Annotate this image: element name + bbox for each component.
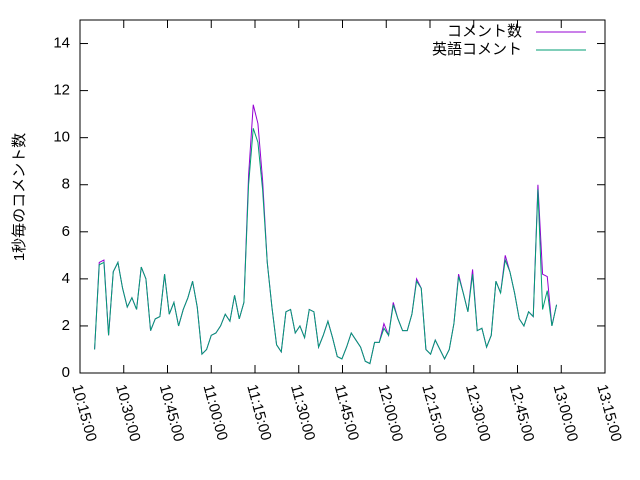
y-tick-label: 0	[62, 364, 70, 381]
x-tick-label: 10:15:00	[68, 383, 100, 444]
x-tick-label: 11:45:00	[331, 383, 362, 443]
x-tick-label: 10:45:00	[156, 383, 188, 444]
legend-label: 英語コメント	[432, 40, 522, 58]
x-tick-label: 12:00:00	[375, 383, 407, 444]
x-tick-label: 11:15:00	[243, 383, 274, 443]
x-tick-label: 12:15:00	[418, 383, 450, 444]
y-axis-label: 1秒毎のコメント数	[11, 133, 28, 261]
x-tick-label: 11:00:00	[200, 383, 231, 443]
y-tick-label: 14	[53, 35, 70, 52]
y-tick-label: 8	[62, 176, 70, 193]
x-tick-label: 13:00:00	[550, 383, 582, 444]
y-tick-label: 10	[53, 129, 70, 146]
legend-label: コメント数	[447, 23, 522, 40]
series-line	[94, 128, 558, 365]
x-tick-label: 12:45:00	[506, 383, 538, 444]
x-tick-label: 11:30:00	[287, 383, 318, 443]
y-tick-label: 12	[53, 82, 70, 99]
x-tick-label: 13:15:00	[593, 383, 625, 444]
y-tick-label: 6	[62, 223, 70, 240]
y-tick-label: 4	[62, 270, 70, 287]
y-tick-label: 2	[62, 317, 70, 334]
series-line	[94, 104, 558, 365]
x-tick-label: 12:30:00	[462, 383, 494, 444]
x-tick-label: 10:30:00	[112, 383, 144, 444]
